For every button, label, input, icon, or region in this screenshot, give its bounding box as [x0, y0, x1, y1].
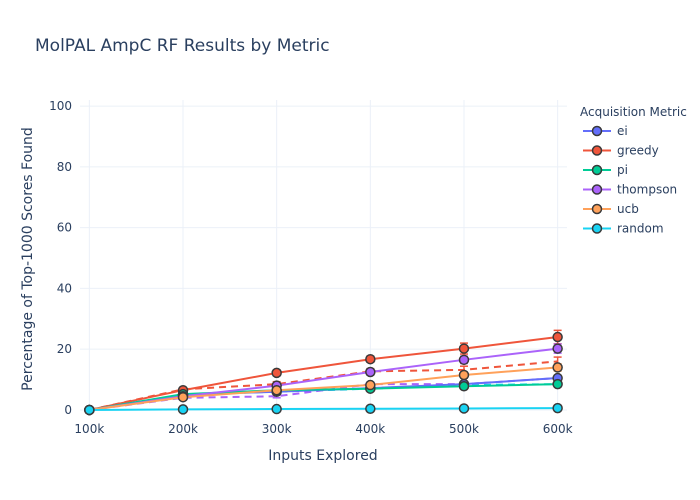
series-ucb-point	[458, 369, 470, 381]
series-greedy-point	[552, 331, 563, 343]
x-tick-label: 100k	[74, 422, 104, 436]
y-axis-title: Percentage of Top-1000 Scores Found	[20, 127, 36, 391]
legend-label: ei	[617, 124, 628, 138]
legend-swatch-marker	[591, 164, 603, 176]
legend-item-ucb[interactable]: ucb	[583, 202, 639, 216]
legend-item-greedy[interactable]: greedy	[583, 144, 659, 158]
plot-area	[84, 329, 563, 416]
y-tick-label: 0	[64, 403, 72, 417]
series-random-point	[271, 403, 282, 415]
series-ucb-point	[177, 391, 189, 403]
legend-swatch-marker	[591, 203, 603, 215]
series-ucb-point	[271, 384, 282, 396]
legend-label: thompson	[617, 183, 677, 197]
y-tick-label: 80	[57, 160, 72, 174]
series-thompson-point	[458, 354, 470, 366]
series-greedy-point	[458, 343, 470, 354]
y-tick-label: 40	[57, 281, 72, 295]
axes: 0 20 40 60 80 100 100k 200k 300k 400k 500k 600k	[49, 99, 573, 436]
legend: Acquisition Metric ei greedy pi thompson ucb…	[580, 105, 687, 236]
series-ucb-point	[365, 379, 376, 391]
x-tick-label: 600k	[543, 422, 573, 436]
series-random-line	[89, 407, 558, 411]
x-tick-label: 300k	[262, 422, 292, 436]
chart-title: MolPAL AmpC RF Results by Metric	[35, 36, 330, 56]
series-pi-point	[552, 378, 563, 390]
x-tick-label: 500k	[449, 422, 479, 436]
legend-swatch-marker	[591, 223, 603, 234]
series-pi-point	[458, 381, 470, 392]
series-thompson-point	[552, 343, 563, 354]
series-ucb-point	[552, 362, 563, 373]
series-greedy-point	[271, 367, 282, 379]
legend-title: Acquisition Metric	[580, 105, 687, 119]
series-thompson-point	[365, 366, 376, 378]
y-tick-label: 20	[57, 342, 72, 356]
y-tick-label: 60	[57, 221, 72, 235]
legend-swatch-marker	[591, 145, 603, 156]
series-random-point	[458, 403, 470, 414]
x-tick-label: 400k	[355, 422, 385, 436]
series-greedy-line	[89, 336, 558, 411]
legend-item-ei[interactable]: ei	[583, 124, 628, 138]
legend-label: greedy	[617, 144, 659, 158]
legend-item-thompson[interactable]: thompson	[583, 183, 677, 197]
legend-label: pi	[617, 163, 628, 177]
series-ucb-line	[89, 366, 558, 411]
y-tick-label: 100	[49, 99, 72, 113]
x-tick-label: 200k	[168, 422, 198, 436]
series-pi-line	[89, 383, 558, 411]
legend-label: ucb	[617, 202, 639, 216]
series-random-point	[365, 403, 376, 414]
series-greedy-point	[365, 353, 376, 365]
legend-item-pi[interactable]: pi	[583, 163, 628, 177]
legend-swatch-marker	[591, 184, 603, 195]
series-random-point	[552, 402, 563, 414]
legend-item-random[interactable]: random	[583, 222, 664, 236]
legend-swatch-marker	[591, 125, 603, 137]
legend-label: random	[617, 222, 664, 236]
series-random-point	[84, 404, 95, 416]
x-axis-title: Inputs Explored	[268, 448, 377, 464]
series-random-point	[177, 404, 189, 415]
